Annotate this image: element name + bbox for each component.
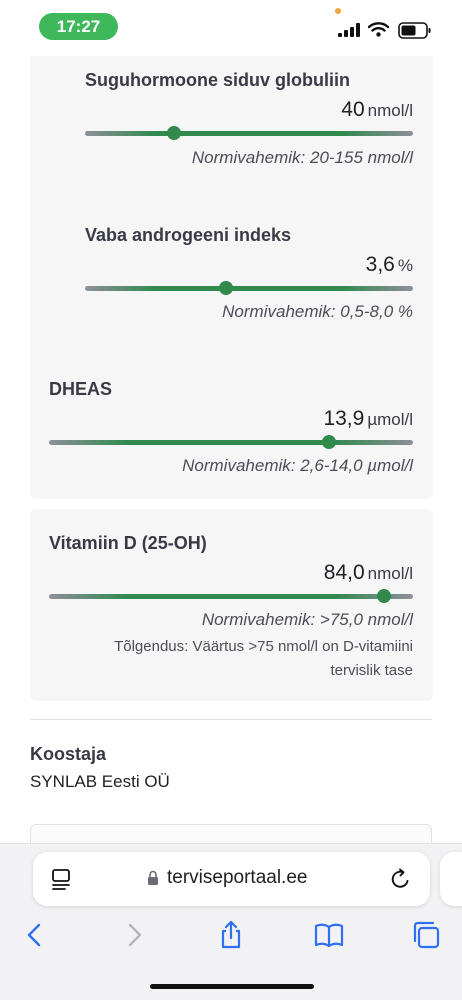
range-marker: [166, 126, 181, 140]
result-value: 13,9 µmol/l: [323, 407, 413, 430]
reference-range: Normivahemik: 20-155 nmol/l: [191, 148, 413, 167]
tabs-icon[interactable]: [411, 920, 441, 950]
result-card: DHEAS 13,9 µmol/l Normivahemik: 2,6-14,0 …: [30, 355, 433, 499]
bookmarks-icon[interactable]: [314, 920, 344, 950]
result-name: DHEAS: [49, 379, 113, 399]
lock-icon: [148, 870, 158, 885]
reference-range: Normivahemik: 0,5-8,0 %: [222, 302, 413, 321]
home-indicator[interactable]: [150, 984, 314, 989]
result-card: Vitamiin D (25-OH) 84,0 nmol/l Normivahem…: [30, 509, 433, 701]
page-menu-icon[interactable]: [51, 868, 73, 890]
range-marker: [322, 435, 337, 449]
author-value: SYNLAB Eesti OÜ: [30, 772, 170, 791]
browser-toolbar: terviseportaal.ee: [0, 843, 462, 1000]
reload-icon[interactable]: [390, 867, 412, 891]
cellular-signal-icon: [338, 23, 360, 37]
back-icon[interactable]: [20, 920, 50, 950]
result-value: 84,0 nmol/l: [323, 561, 413, 584]
range-track: [49, 589, 413, 603]
result-value: 3,6%: [365, 253, 413, 276]
range-marker: [219, 281, 234, 295]
next-section-card: [30, 824, 432, 846]
privacy-indicator-dot: [335, 8, 341, 14]
author-label: Koostaja: [30, 744, 107, 764]
range-track: [49, 435, 413, 449]
url-text[interactable]: terviseportaal.ee: [167, 867, 308, 888]
range-marker: [376, 589, 391, 603]
wifi-icon: [368, 22, 389, 37]
address-bar[interactable]: terviseportaal.ee: [33, 852, 430, 906]
range-track: [85, 281, 413, 295]
next-tab-preview[interactable]: [440, 852, 462, 906]
share-icon[interactable]: [216, 920, 246, 950]
battery-icon: [398, 22, 431, 39]
result-card: Suguhormoone siduv globuliin 40 nmol/l No…: [66, 56, 433, 191]
result-interpretation: Tõlgendus: Väärtus >75 nmol/l on D-vitam…: [114, 638, 413, 679]
clock-time: 17:27: [39, 13, 118, 40]
result-name: Vitamiin D (25-OH): [49, 533, 207, 553]
result-card: Vaba androgeeni indeks 3,6% Normivahemik…: [66, 201, 433, 346]
result-name: Suguhormoone siduv globuliin: [85, 70, 350, 90]
status-bar: 17:27: [0, 0, 462, 56]
page-content[interactable]: Suguhormoone siduv globuliin 40 nmol/l No…: [0, 56, 462, 846]
reference-range: Normivahemik: 2,6-14,0 µmol/l: [182, 456, 413, 475]
reference-range: Normivahemik: >75,0 nmol/l: [201, 610, 413, 629]
result-name: Vaba androgeeni indeks: [85, 225, 292, 245]
forward-icon[interactable]: [119, 920, 149, 950]
result-value: 40 nmol/l: [341, 98, 413, 121]
section-divider: [30, 719, 432, 720]
range-track: [85, 126, 413, 140]
